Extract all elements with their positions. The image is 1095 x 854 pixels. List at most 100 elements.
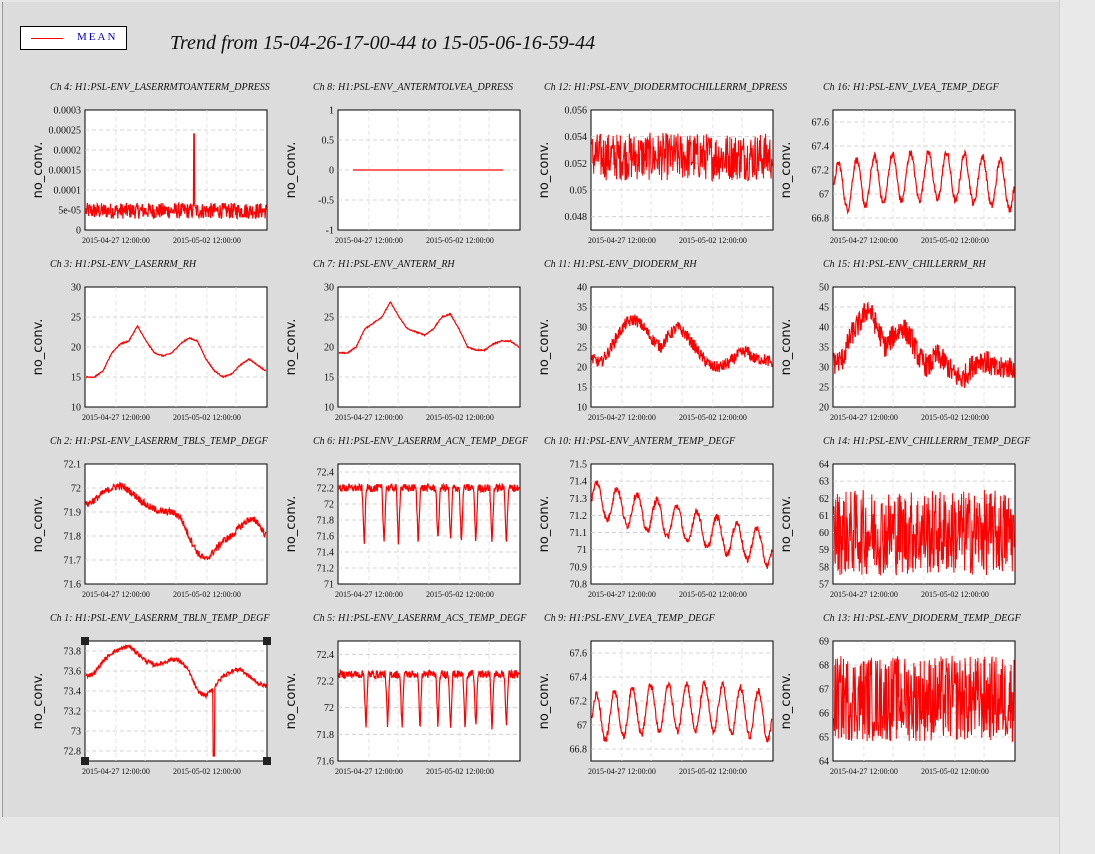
y-tick-label: 60 <box>819 528 829 539</box>
y-tick-label: 30 <box>71 283 81 294</box>
x-tick-label: 2015-04-27 12:00:00 <box>82 413 150 422</box>
chart-panel-9: Ch 2: H1:PSL-ENV_LASERRM_TBLS_TEMP_DEGF 7… <box>31 436 269 599</box>
x-tick-label: 2015-05-02 12:00:00 <box>426 236 494 245</box>
y-tick-label: 64 <box>819 757 829 768</box>
y-axis-label: no_conv. <box>779 496 794 553</box>
chart-panel-16: Ch 13: H1:PSL-ENV_DIODERM_TEMP_DEGF 69 68 6… <box>779 613 1022 776</box>
y-tick-label: 30 <box>324 283 334 294</box>
x-tick-label: 2015-04-27 12:00:00 <box>588 236 656 245</box>
chart-panel-14: Ch 5: H1:PSL-ENV_LASERRM_ACS_TEMP_DEGF 72… <box>284 613 527 776</box>
selection-handle <box>263 637 271 645</box>
y-tick-label: 40 <box>819 323 829 334</box>
chart-panel-11: Ch 10: H1:PSL-ENV_ANTERM_TEMP_DEGF 71.5 71… <box>537 436 774 599</box>
y-tick-label: 0.00025 <box>49 126 82 137</box>
chart-title: Ch 12: H1:PSL-ENV_DIODERMTOCHILLERRM_DPR… <box>544 82 787 93</box>
chart-title: Ch 16: H1:PSL-ENV_LVEA_TEMP_DEGF <box>823 82 1000 93</box>
y-tick-label: 72.4 <box>317 468 335 479</box>
y-tick-label: 25 <box>819 383 829 394</box>
y-tick-label: 0.05 <box>570 186 588 197</box>
x-tick-label: 2015-04-27 12:00:00 <box>588 590 656 599</box>
y-tick-label: 73.4 <box>64 687 82 698</box>
y-tick-label: 61 <box>819 511 829 522</box>
chart-panel-7: Ch 11: H1:PSL-ENV_DIODERM_RH403530252015… <box>537 259 774 422</box>
series-line <box>85 133 267 221</box>
x-tick-label: 2015-04-27 12:00:00 <box>830 413 898 422</box>
y-tick-label: 71.7 <box>64 556 82 567</box>
y-tick-label: 72.8 <box>64 747 82 758</box>
y-tick-label: 71.2 <box>317 564 335 575</box>
chart-title: Ch 3: H1:PSL-ENV_LASERRM_RH <box>50 259 197 270</box>
y-tick-label: 58 <box>819 562 829 573</box>
y-tick-label: 67.2 <box>570 697 588 708</box>
y-axis-label: no_conv. <box>284 319 299 376</box>
y-tick-label: 25 <box>71 313 81 324</box>
y-tick-label: 71.3 <box>570 494 588 505</box>
y-tick-label: 72 <box>324 500 334 511</box>
chart-panel-3: Ch 12: H1:PSL-ENV_DIODERMTOCHILLERRM_DPR… <box>537 82 787 245</box>
legend-line-swatch <box>31 38 63 39</box>
x-tick-label: 2015-05-02 12:00:00 <box>921 767 989 776</box>
y-tick-label: 15 <box>71 373 81 384</box>
page-title: Trend from 15-04-26-17-00-44 to 15-05-06… <box>170 32 596 54</box>
y-tick-label: 65 <box>819 733 829 744</box>
y-tick-label: 66.8 <box>570 745 588 756</box>
y-tick-label: 71 <box>324 580 334 591</box>
y-tick-label: 70.8 <box>570 580 588 591</box>
chart-panel-15: Ch 9: H1:PSL-ENV_LVEA_TEMP_DEGF 67.6 67.4 6… <box>537 613 774 776</box>
y-tick-label: 0.5 <box>322 136 335 147</box>
y-axis-label: no_conv. <box>31 673 46 730</box>
chart-title: Ch 1: H1:PSL-ENV_LASERRM_TBLN_TEMP_DEGF <box>50 613 270 624</box>
y-axis-label: no_conv. <box>537 142 552 199</box>
y-axis-label: no_conv. <box>779 142 794 199</box>
legend: MEAN <box>20 26 127 50</box>
series-line <box>338 301 520 355</box>
series-line <box>833 489 1015 576</box>
y-axis-label: no_conv. <box>31 496 46 553</box>
y-axis-label: no_conv. <box>31 142 46 199</box>
y-tick-label: 0.0003 <box>54 106 82 117</box>
chart-title: Ch 7: H1:PSL-ENV_ANTERM_RH <box>313 259 455 270</box>
chart-title: Ch 9: H1:PSL-ENV_LVEA_TEMP_DEGF <box>544 613 716 624</box>
selection-handle <box>81 757 89 765</box>
window-right-margin <box>1059 0 1095 854</box>
x-tick-label: 2015-05-02 12:00:00 <box>679 767 747 776</box>
y-tick-label: 57 <box>819 580 829 591</box>
chart-panel-13: Ch 1: H1:PSL-ENV_LASERRM_TBLN_TEMP_DEGF 7… <box>31 613 271 776</box>
y-tick-label: 67 <box>577 721 587 732</box>
y-tick-label: 10 <box>577 403 587 414</box>
y-axis-label: no_conv. <box>284 673 299 730</box>
y-tick-label: 0.048 <box>565 212 588 223</box>
y-tick-label: 30 <box>819 363 829 374</box>
y-tick-label: 20 <box>71 343 81 354</box>
y-tick-label: 71.8 <box>317 516 335 527</box>
y-tick-label: 71.4 <box>570 477 588 488</box>
y-tick-label: -1 <box>326 226 334 237</box>
y-tick-label: 0.0002 <box>54 146 82 157</box>
y-tick-label: 72.2 <box>317 677 335 688</box>
y-tick-label: 66.8 <box>812 214 830 225</box>
y-tick-label: 0.056 <box>565 106 588 117</box>
y-tick-label: 20 <box>577 363 587 374</box>
y-tick-label: 0 <box>76 226 81 237</box>
chart-panel-2: Ch 8: H1:PSL-ENV_ANTERMTOLVEA_DPRESS 1 0.5… <box>284 82 521 245</box>
y-tick-label: 72.2 <box>317 484 335 495</box>
y-tick-label: 70.9 <box>570 562 588 573</box>
series-line <box>591 132 773 182</box>
y-tick-label: 67 <box>819 190 829 201</box>
series-line <box>833 301 1015 388</box>
series-line <box>833 149 1015 215</box>
x-tick-label: 2015-05-02 12:00:00 <box>679 590 747 599</box>
y-tick-label: 67.6 <box>812 118 830 129</box>
series-line <box>591 480 773 569</box>
y-tick-label: 71.8 <box>64 532 82 543</box>
x-tick-label: 2015-04-27 12:00:00 <box>830 590 898 599</box>
y-tick-label: 67 <box>819 685 829 696</box>
y-tick-label: 72 <box>324 703 334 714</box>
y-tick-label: 67.4 <box>570 673 588 684</box>
y-tick-label: 10 <box>324 403 334 414</box>
x-tick-label: 2015-04-27 12:00:00 <box>335 413 403 422</box>
y-tick-label: 71.9 <box>64 508 82 519</box>
y-tick-label: 71 <box>577 545 587 556</box>
y-tick-label: 73.6 <box>64 667 82 678</box>
